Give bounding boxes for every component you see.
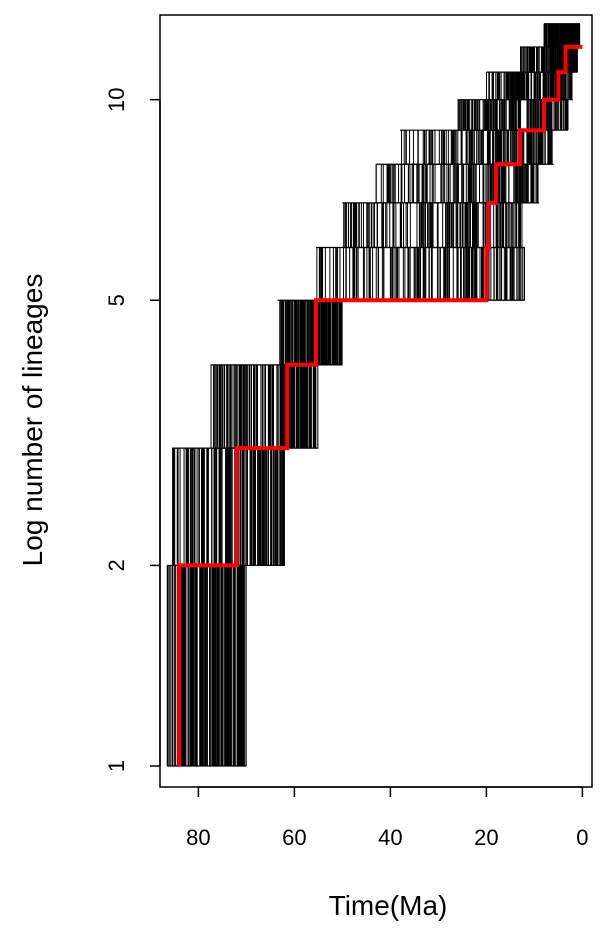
x-axis-label: Time(Ma) xyxy=(329,890,448,921)
y-axis-label: Log number of lineages xyxy=(17,274,48,567)
x-tick-label: 60 xyxy=(282,825,306,850)
y-tick-label: 2 xyxy=(104,559,129,571)
x-tick-label: 40 xyxy=(378,825,402,850)
y-axis: 1 2 5 10 xyxy=(104,87,161,772)
x-tick-label: 80 xyxy=(186,825,210,850)
x-tick-label: 0 xyxy=(576,825,588,850)
x-tick-label: 20 xyxy=(474,825,498,850)
highlight-line xyxy=(177,44,583,766)
y-tick-label: 1 xyxy=(104,760,129,772)
x-axis: 80 60 40 20 0 xyxy=(186,786,589,850)
highlight-series xyxy=(177,44,583,766)
y-tick-label: 10 xyxy=(104,87,129,111)
y-tick-label: 5 xyxy=(104,294,129,306)
